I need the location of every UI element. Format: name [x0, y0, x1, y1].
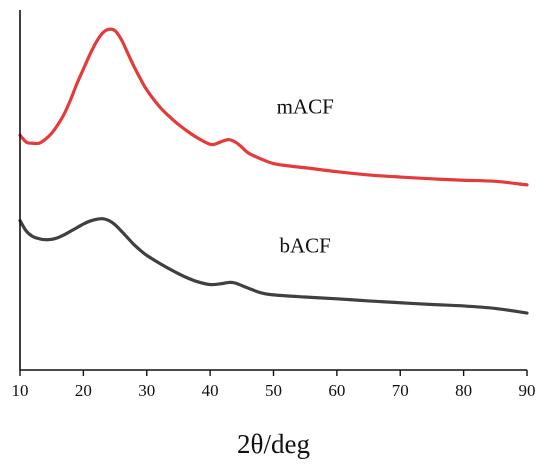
series-annotation-mACF: mACF [277, 95, 334, 119]
x-axis-title: 2θ/deg [237, 429, 310, 459]
series-line-mACF [18, 27, 529, 187]
x-tick-label: 90 [519, 381, 536, 400]
x-tick-label: 40 [202, 381, 219, 400]
x-tick-label: 70 [392, 381, 409, 400]
series-line-bACF [18, 217, 529, 315]
series-annotation-bACF: bACF [280, 234, 331, 258]
x-tick-label: 20 [75, 381, 92, 400]
x-tick-label: 80 [455, 381, 472, 400]
labels: 10 20 30 40 50 60 70 80 90 2θ/deg mACF bACF [12, 95, 536, 459]
axes [19, 10, 528, 376]
plot-area [18, 27, 529, 315]
x-tick-label: 50 [265, 381, 282, 400]
x-tick-label: 10 [12, 381, 29, 400]
x-tick-label: 60 [328, 381, 345, 400]
x-tick-label: 30 [138, 381, 155, 400]
